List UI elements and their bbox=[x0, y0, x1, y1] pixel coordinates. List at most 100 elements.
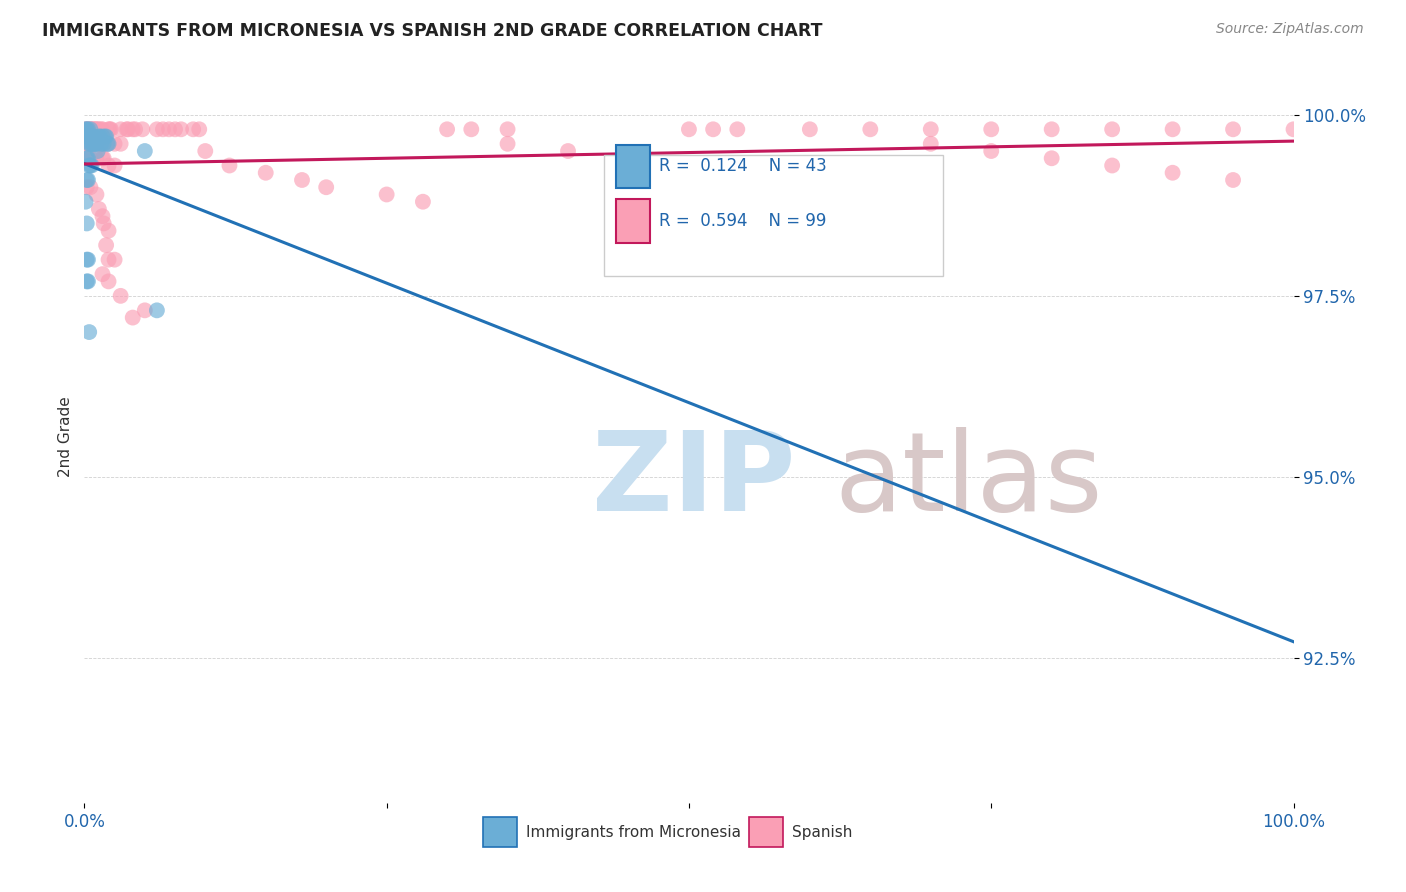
Point bbox=[1222, 173, 1244, 187]
Point bbox=[725, 122, 748, 136]
Point bbox=[97, 252, 120, 267]
Point bbox=[77, 159, 100, 173]
Point bbox=[375, 187, 398, 202]
Point bbox=[94, 238, 117, 252]
Point bbox=[86, 122, 108, 136]
Point bbox=[77, 136, 100, 151]
Point bbox=[79, 122, 101, 136]
Text: R =  0.124    N = 43: R = 0.124 N = 43 bbox=[659, 158, 827, 176]
Point bbox=[97, 136, 120, 151]
Point bbox=[89, 136, 111, 151]
Point bbox=[97, 224, 120, 238]
Point bbox=[80, 159, 103, 173]
Point bbox=[76, 122, 98, 136]
Text: IMMIGRANTS FROM MICRONESIA VS SPANISH 2ND GRADE CORRELATION CHART: IMMIGRANTS FROM MICRONESIA VS SPANISH 2N… bbox=[42, 22, 823, 40]
Point bbox=[77, 274, 100, 288]
Point bbox=[412, 194, 434, 209]
Text: atlas: atlas bbox=[834, 427, 1102, 534]
Point bbox=[117, 122, 139, 136]
Point bbox=[75, 122, 97, 136]
Point bbox=[76, 274, 98, 288]
Point bbox=[91, 136, 114, 151]
Point bbox=[86, 136, 108, 151]
Point bbox=[134, 303, 156, 318]
Point bbox=[678, 122, 700, 136]
Point bbox=[77, 252, 100, 267]
Point bbox=[77, 173, 100, 187]
Point bbox=[124, 122, 146, 136]
FancyBboxPatch shape bbox=[616, 145, 650, 188]
Point bbox=[157, 122, 180, 136]
Point bbox=[181, 122, 204, 136]
Point bbox=[77, 136, 100, 151]
Point bbox=[702, 122, 724, 136]
Point bbox=[86, 136, 108, 151]
Point bbox=[93, 216, 115, 230]
Point bbox=[76, 151, 98, 165]
Point bbox=[96, 136, 118, 151]
Point bbox=[75, 122, 97, 136]
Point bbox=[194, 144, 217, 158]
Point bbox=[1282, 122, 1305, 136]
Point bbox=[920, 122, 942, 136]
Point bbox=[1161, 122, 1184, 136]
Text: R =  0.594    N = 99: R = 0.594 N = 99 bbox=[659, 212, 827, 230]
Point bbox=[77, 151, 100, 165]
Point bbox=[75, 194, 97, 209]
Point bbox=[104, 252, 127, 267]
Point bbox=[90, 136, 112, 151]
Point bbox=[79, 180, 101, 194]
Point bbox=[799, 173, 821, 187]
Point bbox=[80, 122, 103, 136]
Point bbox=[86, 122, 108, 136]
Point bbox=[97, 122, 120, 136]
Point bbox=[83, 136, 105, 151]
Point bbox=[77, 129, 100, 144]
Y-axis label: 2nd Grade: 2nd Grade bbox=[58, 397, 73, 477]
Text: Immigrants from Micronesia: Immigrants from Micronesia bbox=[526, 824, 741, 839]
Point bbox=[134, 144, 156, 158]
Point bbox=[77, 325, 100, 339]
Point bbox=[93, 151, 115, 165]
Point bbox=[496, 136, 519, 151]
Point bbox=[77, 136, 100, 151]
Point bbox=[86, 151, 108, 165]
Point bbox=[1222, 122, 1244, 136]
Point bbox=[146, 303, 169, 318]
Point bbox=[678, 159, 700, 173]
Point bbox=[1040, 122, 1063, 136]
Point bbox=[104, 136, 127, 151]
Point bbox=[76, 151, 98, 165]
Point bbox=[254, 166, 277, 180]
FancyBboxPatch shape bbox=[484, 817, 517, 847]
Point bbox=[436, 122, 458, 136]
Point bbox=[83, 136, 105, 151]
Point bbox=[496, 122, 519, 136]
Point bbox=[82, 122, 104, 136]
Point bbox=[89, 129, 111, 144]
Point bbox=[77, 151, 100, 165]
Point bbox=[94, 129, 117, 144]
Point bbox=[1101, 159, 1123, 173]
Text: Spanish: Spanish bbox=[792, 824, 852, 839]
Point bbox=[110, 289, 132, 303]
Point bbox=[188, 122, 211, 136]
Point bbox=[76, 136, 98, 151]
Point bbox=[80, 129, 103, 144]
Point bbox=[76, 122, 98, 136]
Point bbox=[82, 129, 104, 144]
Point bbox=[557, 144, 579, 158]
Point bbox=[76, 173, 98, 187]
Point bbox=[93, 136, 115, 151]
Point bbox=[77, 129, 100, 144]
Point bbox=[77, 122, 100, 136]
Point bbox=[100, 122, 122, 136]
Point bbox=[291, 173, 314, 187]
Point bbox=[79, 151, 101, 165]
Point bbox=[76, 252, 98, 267]
Text: Source: ZipAtlas.com: Source: ZipAtlas.com bbox=[1216, 22, 1364, 37]
Point bbox=[460, 122, 482, 136]
Point bbox=[77, 122, 100, 136]
Point bbox=[84, 136, 107, 151]
Point bbox=[91, 151, 114, 165]
